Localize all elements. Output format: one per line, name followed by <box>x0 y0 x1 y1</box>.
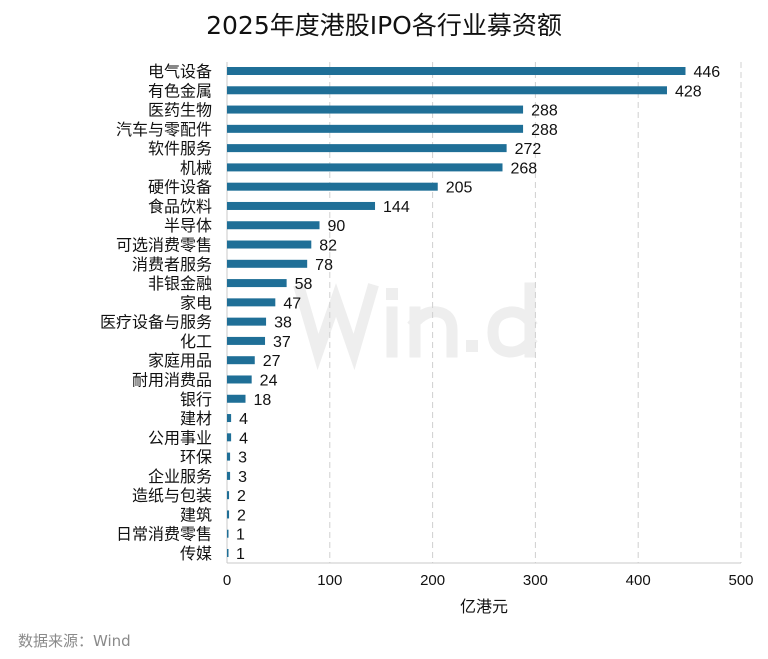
bar <box>227 471 231 480</box>
data-label: 428 <box>675 83 702 100</box>
data-label: 272 <box>515 141 542 158</box>
bar <box>227 163 503 172</box>
bar <box>227 298 276 307</box>
data-label: 4 <box>239 430 248 447</box>
x-tick-label: 400 <box>626 572 651 589</box>
bar <box>227 182 438 191</box>
data-label: 1 <box>236 546 245 563</box>
data-label: 4 <box>239 411 248 428</box>
data-label: 3 <box>238 469 247 486</box>
category-label: 医药生物 <box>148 101 212 120</box>
bar <box>227 105 524 114</box>
category-label: 造纸与包装 <box>132 486 212 505</box>
category-label: 食品饮料 <box>148 197 212 216</box>
watermark-stroke <box>407 306 458 358</box>
bar <box>227 356 255 365</box>
x-tick-label: 500 <box>728 572 753 589</box>
x-tick-label: 100 <box>317 572 342 589</box>
watermark-stroke <box>487 282 538 358</box>
data-label: 2 <box>237 507 246 524</box>
data-label: 47 <box>283 295 301 312</box>
data-label: 18 <box>254 392 272 409</box>
category-label: 机械 <box>180 158 212 177</box>
bar <box>227 414 232 423</box>
chart-title: 2025年度港股IPO各行业募资额 <box>206 11 562 40</box>
bar <box>227 221 320 230</box>
watermark-stroke <box>386 288 398 300</box>
category-label: 电气设备 <box>148 62 212 81</box>
category-label: 家电 <box>180 293 212 312</box>
bar <box>227 394 246 403</box>
category-label: 企业服务 <box>148 467 212 486</box>
category-label: 消费者服务 <box>132 255 212 274</box>
category-label: 环保 <box>180 448 212 467</box>
bar <box>227 201 376 210</box>
watermark-stroke <box>466 340 478 352</box>
data-label: 1 <box>236 527 245 544</box>
data-label: 268 <box>511 160 538 177</box>
data-label: 288 <box>531 103 558 120</box>
category-label: 耐用消费品 <box>132 370 212 389</box>
data-label: 446 <box>693 64 720 81</box>
category-label: 汽车与零配件 <box>116 120 212 139</box>
bar <box>227 491 230 500</box>
data-label: 90 <box>328 218 346 235</box>
category-label: 银行 <box>180 390 212 409</box>
data-label: 58 <box>295 276 313 293</box>
bar <box>227 317 267 326</box>
bar <box>227 86 667 95</box>
category-label: 半导体 <box>164 216 212 235</box>
bar <box>227 279 287 288</box>
bar <box>227 452 231 461</box>
category-label: 有色金属 <box>148 81 212 100</box>
bar <box>227 510 230 519</box>
bar <box>227 259 308 268</box>
data-label: 38 <box>274 315 292 332</box>
data-label: 37 <box>273 334 291 351</box>
category-label: 传媒 <box>180 544 212 563</box>
category-label: 可选消费零售 <box>116 236 212 255</box>
category-label: 日常消费零售 <box>116 525 212 544</box>
category-label: 软件服务 <box>148 139 212 158</box>
bar <box>227 240 312 249</box>
bar <box>227 67 686 75</box>
source-note: 数据来源：Wind <box>18 632 131 650</box>
bar <box>227 529 229 538</box>
data-label: 144 <box>383 199 410 216</box>
x-tick-label: 200 <box>420 572 445 589</box>
bar <box>227 336 266 345</box>
bar <box>227 549 229 557</box>
x-tick-label: 300 <box>523 572 548 589</box>
category-label: 化工 <box>180 332 212 351</box>
bar <box>227 433 232 442</box>
data-label: 78 <box>315 257 333 274</box>
data-label: 288 <box>531 122 558 139</box>
bar <box>227 144 507 153</box>
watermark-stroke <box>293 283 379 371</box>
bar <box>227 124 524 133</box>
category-label: 建筑 <box>180 505 212 524</box>
category-label: 医疗设备与服务 <box>100 313 212 332</box>
category-label: 公用事业 <box>148 428 212 447</box>
x-tick-label: 0 <box>223 572 231 589</box>
bar <box>227 375 252 384</box>
data-label: 3 <box>238 450 247 467</box>
category-label: 非银金融 <box>148 274 212 293</box>
data-label: 27 <box>263 353 281 370</box>
data-label: 24 <box>260 372 278 389</box>
category-label: 硬件设备 <box>148 178 212 197</box>
x-axis-title: 亿港元 <box>460 597 508 616</box>
watermark-logo <box>293 282 538 371</box>
data-label: 205 <box>446 180 473 197</box>
data-label: 82 <box>319 238 337 255</box>
category-label: 家庭用品 <box>148 351 212 370</box>
category-label: 建材 <box>180 409 212 428</box>
data-label: 2 <box>237 488 246 505</box>
